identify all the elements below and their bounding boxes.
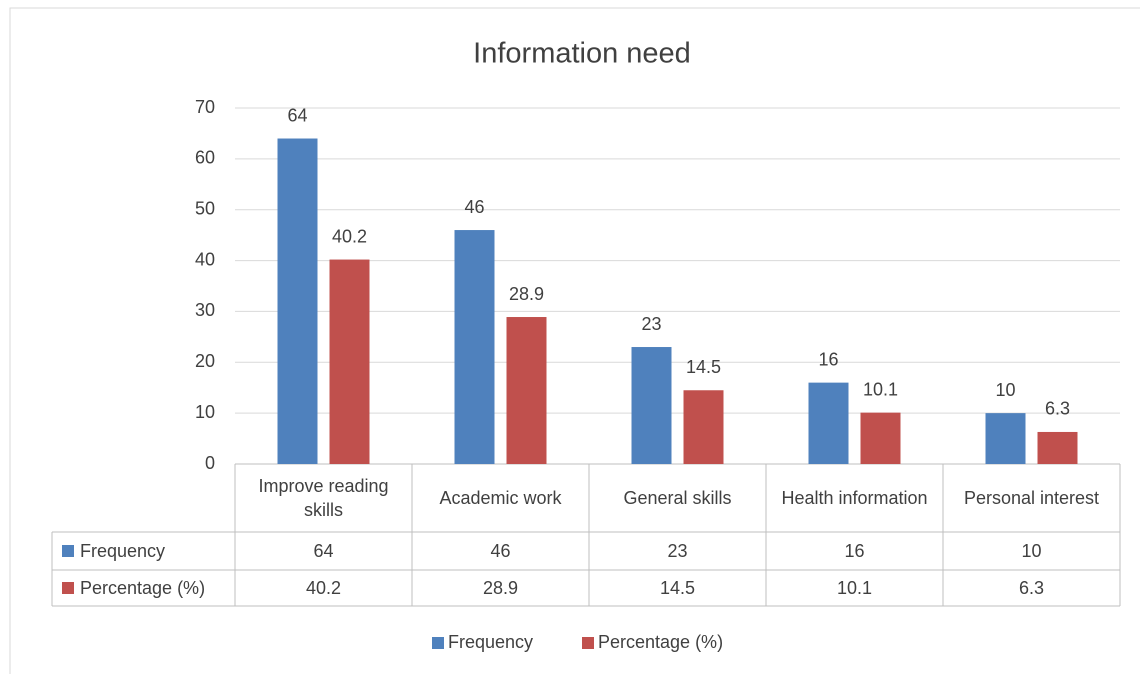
bar <box>860 412 901 464</box>
x-tick-label: Health information <box>781 488 928 508</box>
table-legend-key <box>62 545 74 557</box>
data-label: 40.2 <box>332 226 367 246</box>
bar <box>454 230 495 464</box>
bar <box>277 138 318 464</box>
table-row-header: Frequency <box>80 541 166 561</box>
table-value: 40.2 <box>305 578 342 598</box>
table-value: 16 <box>844 541 865 561</box>
data-label: 6.3 <box>1045 399 1070 419</box>
bar <box>1037 431 1078 464</box>
x-tick-label: Improve reading skills <box>258 476 389 520</box>
legend-label: Frequency <box>448 632 533 652</box>
chart-border <box>9 7 1140 674</box>
bar <box>683 390 724 464</box>
table-value: 46 <box>490 541 511 561</box>
y-tick-label: 50 <box>195 198 215 218</box>
y-tick-label: 10 <box>195 402 215 422</box>
chart-title: Information need <box>473 38 691 70</box>
bar <box>985 413 1026 464</box>
legend-label: Percentage (%) <box>598 632 723 652</box>
x-tick-label: Personal interest <box>963 488 1100 508</box>
y-tick-label: 40 <box>195 249 215 269</box>
data-label: 46 <box>464 197 484 217</box>
table-value: 14.5 <box>659 578 696 598</box>
bar <box>808 382 849 464</box>
table-legend-key <box>62 582 74 594</box>
data-label: 28.9 <box>509 284 544 304</box>
table-row-header: Percentage (%) <box>80 578 206 598</box>
table-value: 28.9 <box>482 578 519 598</box>
y-tick-label: 60 <box>195 148 215 168</box>
y-tick-label: 20 <box>195 351 215 371</box>
data-label: 16 <box>818 349 838 369</box>
data-label: 10 <box>995 380 1015 400</box>
data-label: 23 <box>641 314 661 334</box>
data-label: 64 <box>287 105 307 125</box>
legend-key <box>432 637 444 649</box>
bar <box>329 259 370 464</box>
y-tick-label: 70 <box>195 97 215 117</box>
legend-key <box>582 637 594 649</box>
x-tick-label: Academic work <box>439 488 562 508</box>
bar <box>506 317 547 464</box>
bar <box>631 347 672 464</box>
data-label: 10.1 <box>863 379 898 399</box>
table-value: 10 <box>1021 541 1042 561</box>
table-value: 10.1 <box>836 578 873 598</box>
table-value: 23 <box>667 541 688 561</box>
y-tick-label: 30 <box>195 300 215 320</box>
x-tick-label: General skills <box>623 488 732 508</box>
data-label: 14.5 <box>686 357 721 377</box>
y-tick-label: 0 <box>205 453 215 473</box>
table-value: 6.3 <box>1018 578 1045 598</box>
table-value: 64 <box>313 541 334 561</box>
